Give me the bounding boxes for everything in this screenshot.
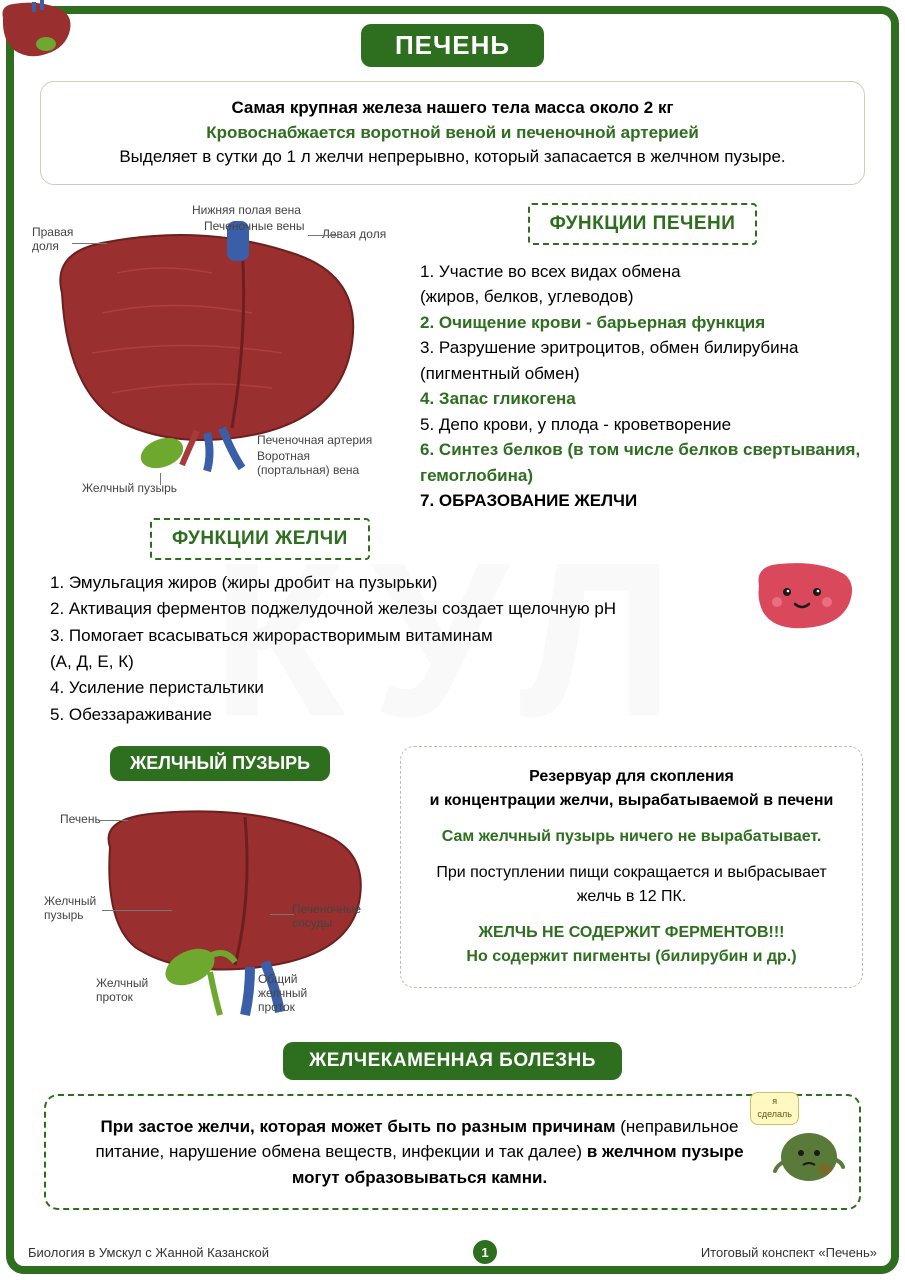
bile-heading: ФУНКЦИИ ЖЕЛЧИ: [150, 518, 370, 560]
label-common-bile-duct: Общий желчный проток: [258, 972, 307, 1014]
intro-line3: Выделяет в сутки до 1 л желчи непрерывно…: [65, 145, 840, 170]
cartoon-liver-icon: [749, 556, 859, 636]
cartoon-gallstone-icon: [767, 1117, 847, 1187]
label-gallbladder: Желчный пузырь: [82, 481, 177, 495]
gallbladder-info-box: Резервуар для скопления и концентрации ж…: [400, 746, 863, 988]
page-footer: Биология в Умскул с Жанной Казанской 1 И…: [28, 1240, 877, 1264]
intro-box: Самая крупная железа нашего тела масса о…: [40, 81, 865, 185]
footer-page-number: 1: [473, 1240, 497, 1264]
label-gallbladder2: Желчный пузырь: [44, 894, 96, 922]
gallbladder-heading: ЖЕЛЧНЫЙ ПУЗЫРЬ: [110, 746, 330, 781]
intro-line1: Самая крупная железа нашего тела масса о…: [65, 96, 840, 121]
speech-bubble: я сделаль: [750, 1092, 799, 1125]
functions-heading: ФУНКЦИИ ПЕЧЕНИ: [528, 203, 758, 245]
label-bile-duct: Желчный проток: [96, 976, 148, 1004]
label-liver2: Печень: [60, 812, 101, 826]
liver-anatomy-diagram: Правая доля Нижняя полая вена Печеночные…: [32, 203, 402, 503]
intro-line2: Кровоснабжается воротной веной и печеноч…: [65, 121, 840, 146]
label-hepatic-vessels: Печеночные сосуды: [292, 902, 361, 930]
label-left-lobe: Левая доля: [322, 227, 386, 241]
gallbladder-diagram: ЖЕЛЧНЫЙ ПУЗЫРЬ Печень Желчный пузырь Печ…: [40, 746, 400, 1026]
footer-right: Итоговый конспект «Печень»: [701, 1245, 877, 1260]
label-inferior-vena: Нижняя полая вена: [192, 203, 301, 217]
label-portal-vein: Воротная (портальная) вена: [257, 449, 359, 477]
page-title: ПЕЧЕНЬ: [361, 24, 544, 67]
label-hepatic-veins: Печеночные вены: [204, 219, 305, 233]
disease-heading: ЖЕЛЧЕКАМЕННАЯ БОЛЕЗНЬ: [283, 1042, 622, 1080]
disease-box: При застое желчи, которая может быть по …: [44, 1094, 861, 1211]
label-hepatic-artery: Печеночная артерия: [257, 433, 372, 447]
label-right-lobe: Правая доля: [32, 225, 73, 253]
footer-left: Биология в Умскул с Жанной Казанской: [28, 1245, 269, 1260]
functions-list: 1. Участие во всех видах обмена(жиров, б…: [420, 259, 865, 514]
